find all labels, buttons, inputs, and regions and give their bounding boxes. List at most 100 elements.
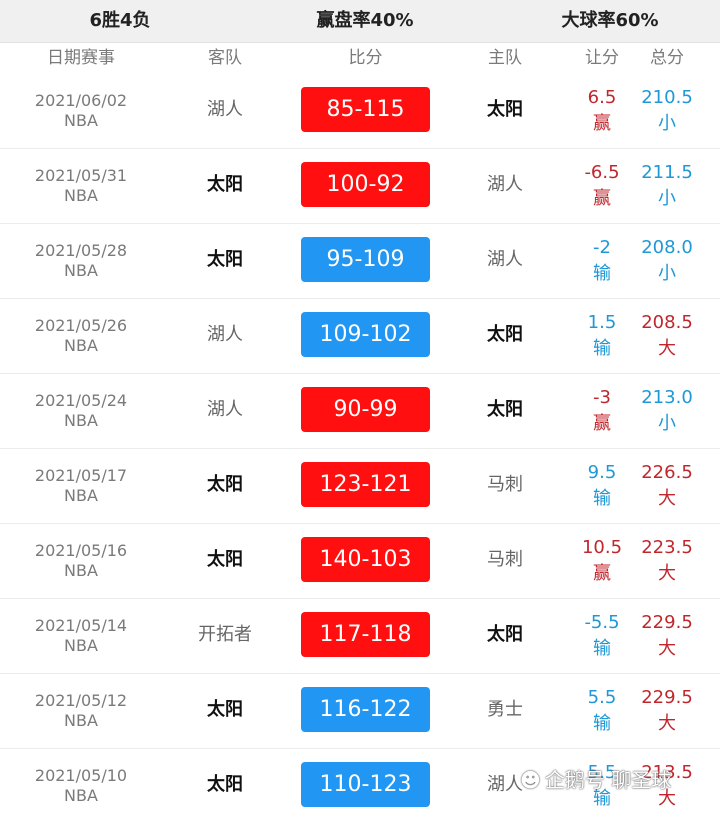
column-header: 日期赛事 客队 比分 主队 让分 总分 bbox=[0, 42, 720, 74]
game-date: 2021/05/16 bbox=[34, 541, 128, 560]
game-date: 2021/05/12 bbox=[34, 691, 128, 710]
spread-value: -6.5 bbox=[584, 162, 620, 183]
game-row[interactable]: 2021/05/16 NBA 太阳 140-103 马刺 10.5 赢 223.… bbox=[0, 524, 720, 599]
total-value: 210.5 bbox=[641, 87, 693, 108]
games-list: 2021/06/02 NBA 湖人 85-115 太阳 6.5 赢 210.5 … bbox=[0, 74, 720, 823]
home-team[interactable]: 太阳 bbox=[487, 324, 523, 345]
game-league: NBA bbox=[64, 186, 98, 205]
spread-value: 6.5 bbox=[587, 87, 617, 108]
game-row[interactable]: 2021/05/10 NBA 太阳 110-123 湖人 5.5 输 213.5… bbox=[0, 749, 720, 823]
total-value: 211.5 bbox=[641, 162, 693, 183]
score-badge[interactable]: 85-115 bbox=[301, 87, 430, 132]
spread-value: 5.5 bbox=[587, 687, 617, 708]
spread-value: -5.5 bbox=[584, 612, 620, 633]
total-value: 208.0 bbox=[641, 237, 693, 258]
spread-result: 输 bbox=[593, 488, 611, 509]
away-team[interactable]: 太阳 bbox=[207, 174, 243, 195]
total-value: 208.5 bbox=[641, 312, 693, 333]
home-team[interactable]: 太阳 bbox=[487, 99, 523, 120]
spread-value: 9.5 bbox=[587, 462, 617, 483]
total-result: 小 bbox=[658, 263, 676, 284]
total-result: 大 bbox=[658, 788, 676, 809]
game-date: 2021/05/28 bbox=[34, 241, 128, 260]
spread-value: 5.5 bbox=[587, 762, 617, 783]
score-badge[interactable]: 117-118 bbox=[301, 612, 430, 657]
game-date: 2021/05/26 bbox=[34, 316, 128, 335]
home-team[interactable]: 勇士 bbox=[487, 699, 523, 720]
game-date: 2021/05/31 bbox=[34, 166, 128, 185]
away-team[interactable]: 湖人 bbox=[207, 99, 243, 120]
spread-result: 输 bbox=[593, 263, 611, 284]
penguin-icon: ☻ bbox=[520, 768, 541, 792]
watermark: ☻ 企鹅号 聊圣球 bbox=[520, 765, 671, 795]
game-date: 2021/05/14 bbox=[34, 616, 128, 635]
game-row[interactable]: 2021/05/24 NBA 湖人 90-99 太阳 -3 赢 213.0 小 bbox=[0, 374, 720, 449]
score-badge[interactable]: 100-92 bbox=[301, 162, 430, 207]
total-value: 229.5 bbox=[641, 612, 693, 633]
column-date-event: 日期赛事 bbox=[47, 48, 115, 68]
column-score: 比分 bbox=[348, 48, 383, 68]
away-team[interactable]: 湖人 bbox=[207, 399, 243, 420]
home-team[interactable]: 湖人 bbox=[487, 174, 523, 195]
game-row[interactable]: 2021/06/02 NBA 湖人 85-115 太阳 6.5 赢 210.5 … bbox=[0, 74, 720, 149]
score-badge[interactable]: 95-109 bbox=[301, 237, 430, 282]
spread-value: 1.5 bbox=[587, 312, 617, 333]
game-row[interactable]: 2021/05/26 NBA 湖人 109-102 太阳 1.5 输 208.5… bbox=[0, 299, 720, 374]
spread-result: 输 bbox=[593, 338, 611, 359]
game-row[interactable]: 2021/05/12 NBA 太阳 116-122 勇士 5.5 输 229.5… bbox=[0, 674, 720, 749]
score-badge[interactable]: 140-103 bbox=[301, 537, 430, 582]
game-row[interactable]: 2021/05/17 NBA 太阳 123-121 马刺 9.5 输 226.5… bbox=[0, 449, 720, 524]
home-team[interactable]: 湖人 bbox=[487, 774, 523, 795]
column-home: 主队 bbox=[488, 48, 522, 68]
game-row[interactable]: 2021/05/31 NBA 太阳 100-92 湖人 -6.5 赢 211.5… bbox=[0, 149, 720, 224]
home-team[interactable]: 太阳 bbox=[487, 624, 523, 645]
spread-result: 输 bbox=[593, 788, 611, 809]
watermark-text: 企鹅号 聊圣球 bbox=[544, 768, 672, 792]
total-result: 大 bbox=[658, 563, 676, 584]
game-date: 2021/05/24 bbox=[34, 391, 128, 410]
total-value: 213.5 bbox=[641, 762, 693, 783]
game-league: NBA bbox=[64, 786, 98, 805]
game-row[interactable]: 2021/05/14 NBA 开拓者 117-118 太阳 -5.5 输 229… bbox=[0, 599, 720, 674]
home-team[interactable]: 湖人 bbox=[487, 249, 523, 270]
away-team[interactable]: 湖人 bbox=[207, 324, 243, 345]
column-total: 总分 bbox=[650, 48, 684, 68]
game-row[interactable]: 2021/05/28 NBA 太阳 95-109 湖人 -2 输 208.0 小 bbox=[0, 224, 720, 299]
over-rate-summary: 大球率60% bbox=[561, 10, 659, 31]
column-away: 客队 bbox=[208, 48, 242, 68]
total-result: 小 bbox=[658, 113, 676, 134]
score-badge[interactable]: 90-99 bbox=[301, 387, 430, 432]
total-result: 小 bbox=[658, 413, 676, 434]
away-team[interactable]: 太阳 bbox=[207, 249, 243, 270]
score-badge[interactable]: 110-123 bbox=[301, 762, 430, 807]
game-league: NBA bbox=[64, 261, 98, 280]
spread-result: 输 bbox=[593, 638, 611, 659]
away-team[interactable]: 太阳 bbox=[207, 699, 243, 720]
game-league: NBA bbox=[64, 111, 98, 130]
total-result: 大 bbox=[658, 713, 676, 734]
away-team[interactable]: 开拓者 bbox=[198, 624, 252, 645]
score-badge[interactable]: 123-121 bbox=[301, 462, 430, 507]
spread-result: 赢 bbox=[593, 563, 611, 584]
game-date: 2021/06/02 bbox=[34, 91, 128, 110]
away-team[interactable]: 太阳 bbox=[207, 474, 243, 495]
spread-result: 输 bbox=[593, 713, 611, 734]
spread-result: 赢 bbox=[593, 413, 611, 434]
total-value: 229.5 bbox=[641, 687, 693, 708]
record-summary: 6胜4负 bbox=[89, 10, 151, 31]
home-team[interactable]: 太阳 bbox=[487, 399, 523, 420]
total-value: 213.0 bbox=[641, 387, 693, 408]
home-team[interactable]: 马刺 bbox=[487, 474, 523, 495]
spread-value: -3 bbox=[593, 387, 611, 408]
score-badge[interactable]: 109-102 bbox=[301, 312, 430, 357]
total-value: 223.5 bbox=[641, 537, 693, 558]
away-team[interactable]: 太阳 bbox=[207, 549, 243, 570]
home-team[interactable]: 马刺 bbox=[487, 549, 523, 570]
column-spread: 让分 bbox=[585, 48, 619, 68]
away-team[interactable]: 太阳 bbox=[207, 774, 243, 795]
game-league: NBA bbox=[64, 711, 98, 730]
spread-value: -2 bbox=[593, 237, 611, 258]
total-result: 大 bbox=[658, 488, 676, 509]
score-badge[interactable]: 116-122 bbox=[301, 687, 430, 732]
total-value: 226.5 bbox=[641, 462, 693, 483]
